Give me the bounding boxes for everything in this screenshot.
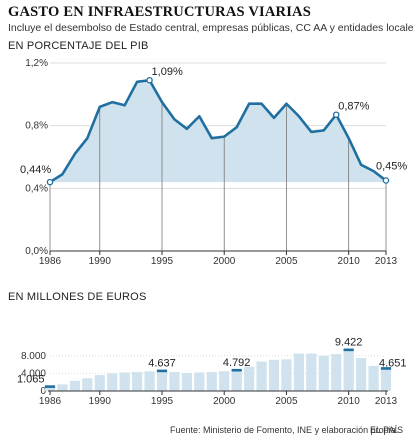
- y-tick-label: 0,4%: [25, 183, 48, 194]
- bar: [281, 359, 292, 391]
- value-annotation: 1.065: [17, 373, 45, 385]
- bar: [194, 372, 205, 391]
- bar: [244, 366, 255, 391]
- y-tick-label: 0: [40, 386, 46, 397]
- bar-highlight-cap: [156, 369, 168, 373]
- data-point: [332, 111, 340, 118]
- bar: [181, 372, 192, 391]
- value-annotation: 4.792: [223, 357, 251, 369]
- bar: [144, 371, 155, 391]
- bar: [293, 353, 304, 391]
- bar: [107, 373, 118, 391]
- y-tick-label: 1,2%: [25, 58, 48, 69]
- credit-label: EL PAÍS: [370, 425, 404, 435]
- data-point: [382, 177, 390, 184]
- bar: [331, 354, 342, 391]
- x-tick-label: 2000: [213, 396, 236, 407]
- data-point: [46, 178, 54, 186]
- bar-highlight-cap: [380, 367, 392, 370]
- x-tick-label: 1990: [89, 396, 112, 407]
- x-tick-label: 2013: [375, 256, 398, 267]
- value-annotation: 4.637: [148, 358, 176, 370]
- bar: [119, 372, 130, 391]
- x-tick-label: 2010: [338, 396, 361, 407]
- bar-highlight-cap: [231, 368, 242, 372]
- bar: [343, 349, 354, 391]
- bar: [231, 369, 242, 391]
- bar: [318, 355, 329, 391]
- bar: [268, 359, 280, 391]
- value-annotation: 9.422: [335, 337, 363, 349]
- value-annotation: 0,44%: [20, 164, 51, 176]
- area-fill: [50, 80, 386, 183]
- x-tick-label: 1995: [151, 256, 174, 267]
- bar: [169, 372, 180, 391]
- series-line: [49, 78, 387, 184]
- x-tick-label: 2005: [275, 256, 298, 267]
- bar: [94, 375, 105, 391]
- x-tick-label: 1986: [39, 256, 62, 267]
- bar: [82, 378, 93, 391]
- value-annotation: 0,87%: [338, 101, 369, 113]
- section-label-euros: EN MILLONES DE EUROS: [8, 291, 147, 303]
- x-tick-label: 2000: [213, 256, 236, 267]
- bar: [132, 372, 143, 391]
- x-tick-label: 1986: [39, 396, 62, 407]
- value-annotation: 4.651: [379, 358, 407, 370]
- bar: [380, 368, 392, 391]
- bar: [57, 384, 68, 391]
- bar-highlight-cap: [44, 385, 56, 388]
- bar: [256, 361, 267, 391]
- x-tick-label: 2010: [338, 256, 361, 267]
- chart-subtitle: Incluye el desembolso de Estado central,…: [8, 22, 414, 34]
- x-tick-label: 2005: [275, 396, 298, 407]
- bar: [206, 372, 217, 391]
- bar: [306, 353, 317, 391]
- value-annotation: 1,09%: [152, 66, 183, 78]
- x-tick-label: 2013: [375, 396, 398, 407]
- value-annotation: 0,45%: [376, 161, 407, 173]
- chart-title: GASTO EN INFRAESTRUCTURAS VIARIAS: [8, 4, 311, 20]
- data-point: [146, 76, 153, 84]
- source-note: Fuente: Ministerio de Fomento, INE y ela…: [170, 425, 399, 435]
- y-tick-label: 0,0%: [25, 246, 48, 257]
- bar: [368, 365, 379, 391]
- bar: [156, 370, 168, 391]
- bar: [219, 371, 230, 391]
- y-tick-label: 4.000: [21, 368, 46, 379]
- y-tick-label: 8.000: [21, 351, 46, 362]
- bar: [69, 380, 80, 391]
- y-tick-label: 0,8%: [25, 121, 48, 132]
- section-label-pib: EN PORCENTAJE DEL PIB: [8, 40, 149, 52]
- bar: [44, 386, 56, 391]
- x-tick-label: 1990: [89, 256, 112, 267]
- bar: [356, 358, 367, 391]
- x-tick-label: 1995: [151, 396, 174, 407]
- bar-highlight-cap: [343, 348, 354, 352]
